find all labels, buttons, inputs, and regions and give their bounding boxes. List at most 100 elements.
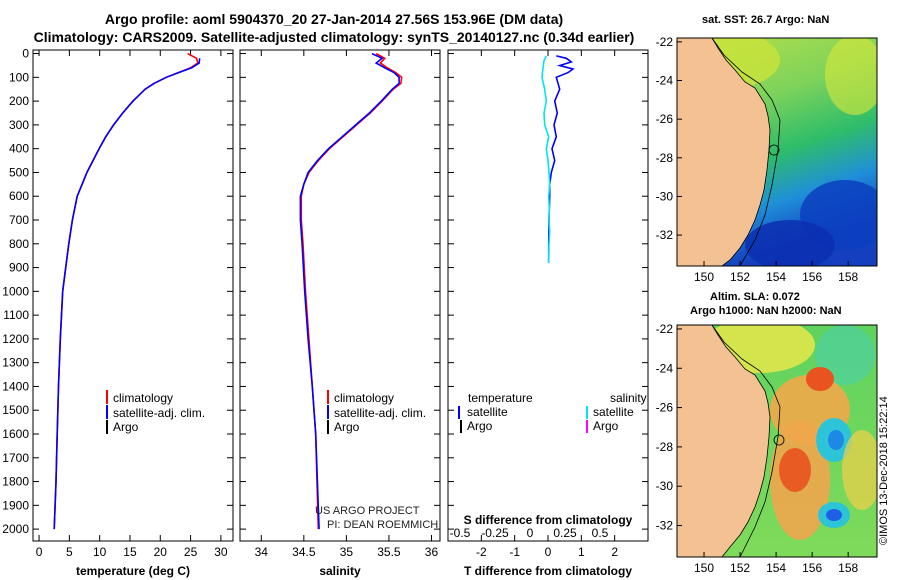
isobath-contour [711, 38, 781, 266]
map-y-tick-label: -30 [656, 189, 674, 203]
map-y-tick-label: -32 [656, 519, 674, 533]
map-x-tick-label: 158 [838, 561, 858, 575]
series-line-satellite-adj-clim- [299, 52, 400, 530]
x-tick-label: 34 [255, 545, 269, 559]
x-tick-label: -2 [476, 545, 487, 559]
map-y-tick-label: -32 [656, 228, 674, 242]
depth-y-ticks: 0 100 200 300 400 500 600 700 800 900 1000 1100 1200… [2, 47, 233, 536]
x-tick-label: 10 [93, 545, 107, 559]
y-tick-label: 1400 [2, 379, 29, 393]
x-tick-label: 25 [184, 545, 198, 559]
sla-map: 150 152 154 156 158 -22 -24 -26 -28 -30 -32 [656, 322, 878, 575]
y-tick-label: 200 [9, 94, 29, 108]
temperature-panel: 0 5 10 15 20 25 30 0 100 200 300 400 500 600 700 800 90… [2, 47, 234, 578]
difference-legend: temperature salinity satellite Argo sate… [458, 391, 647, 433]
x2-tick-label: -0.25 [481, 526, 509, 540]
legend-label-satellite: satellite-adj. clim. [334, 406, 426, 420]
title-line-1: Argo profile: aoml 5904370_20 27-Jan-201… [104, 11, 564, 27]
map-y-tick-label: -30 [656, 479, 674, 493]
map-y-tick-label: -26 [656, 401, 674, 415]
difference-axes-frame [447, 49, 649, 542]
map-x-tick-label: 152 [730, 561, 750, 575]
salinity-difference-ticks: -0.5 -0.25 0 0.25 0.5 [450, 526, 609, 540]
legend-header-temperature: temperature [468, 391, 533, 405]
y-tick-label: 1700 [2, 451, 29, 465]
x-tick-label: 15 [123, 545, 137, 559]
y-tick-label: 1200 [2, 332, 29, 346]
project-annotation: US ARGO PROJECT [315, 505, 420, 517]
temperature-x-label: temperature (deg C) [76, 564, 190, 578]
legend-label-argo: Argo [113, 420, 139, 434]
high-sla-patch [842, 430, 877, 510]
sla-map-ticks: 150 152 154 156 158 -22 -24 -26 -28 -30 -32 [656, 322, 859, 575]
salinity-axes-frame [239, 49, 441, 542]
imos-timestamp: ©IMOS 13-Dec-2018 15:22:14 [878, 396, 890, 545]
x-tick-label: 34.5 [292, 545, 316, 559]
y-tick-label: 900 [9, 261, 29, 275]
y-tick-label: 700 [9, 213, 29, 227]
y-tick-label: 1900 [2, 498, 29, 512]
y-tick-label: 600 [9, 189, 29, 203]
map-y-tick-label: -24 [656, 361, 674, 375]
x-tick-label: 20 [154, 545, 168, 559]
map-x-tick-label: 152 [730, 270, 750, 284]
y-tick-label: 1500 [2, 403, 29, 417]
temperature-x-ticks: 0 5 10 15 20 25 30 [36, 50, 228, 559]
series-line-temperature-satellite [547, 55, 575, 263]
isobath-contour [711, 325, 781, 557]
y-tick-label: 100 [9, 70, 29, 84]
map-y-tick-label: -24 [656, 74, 674, 88]
legend-label-satellite: satellite-adj. clim. [113, 406, 205, 420]
map-y-tick-label: -28 [656, 151, 674, 165]
x2-tick-label: 0.25 [553, 526, 577, 540]
salinity-y-ticks [240, 53, 440, 530]
map-y-tick-label: -22 [656, 35, 674, 49]
salinity-x-ticks: 34 34.5 35 35.5 36 [255, 50, 438, 559]
sst-map-frame [676, 37, 878, 267]
y-tick-label: 400 [9, 142, 29, 156]
legend-label-temp-argo: Argo [467, 419, 493, 433]
temperature-difference-label: T difference from climatology [464, 564, 632, 578]
salinity-panel: 34 34.5 35 35.5 36 climatology satellite-adj… [239, 49, 441, 578]
legend-label-argo: Argo [334, 420, 360, 434]
y-tick-label: 0 [22, 47, 29, 61]
map-x-tick-label: 150 [694, 270, 714, 284]
x-tick-label: 5 [66, 545, 73, 559]
map-x-tick-label: 156 [802, 270, 822, 284]
y-tick-label: 800 [9, 237, 29, 251]
australia-coast [677, 325, 771, 557]
sla-maximum [806, 367, 834, 391]
y-tick-label: 2000 [2, 522, 29, 536]
x2-tick-label: -0.5 [450, 526, 471, 540]
x-tick-label: -1 [509, 545, 520, 559]
salinity-x-label: salinity [319, 564, 361, 578]
x2-tick-label: 0 [527, 526, 534, 540]
sst-map-label: sat. SST: 26.7 Argo: NaN [702, 14, 830, 26]
title-line-2: Climatology: CARS2009. Satellite-adjuste… [33, 29, 635, 45]
temperature-profile-lines [53, 52, 201, 530]
australia-coast [677, 38, 771, 266]
difference-profile-lines [541, 55, 575, 263]
salinity-difference-label: S difference from climatology [464, 513, 633, 527]
difference-panel: -2 -1 0 1 2 -0.5 -0.25 0 0.25 0.5 temperature sa… [447, 49, 649, 578]
sla-map-frame [676, 324, 878, 558]
warm-patch [825, 38, 877, 115]
map-x-tick-label: 154 [766, 561, 786, 575]
x-tick-label: 35.5 [377, 545, 401, 559]
sla-minimum [826, 509, 842, 521]
map-x-tick-label: 156 [802, 561, 822, 575]
sla-maximum [779, 448, 811, 492]
series-line-salinity-satellite [541, 55, 551, 263]
x-tick-label: 2 [611, 545, 618, 559]
x-tick-label: 35 [340, 545, 354, 559]
pi-annotation: PI: DEAN ROEMMICH [327, 519, 438, 531]
x-tick-label: 30 [214, 545, 228, 559]
salinity-legend: climatology satellite-adj. clim. Argo [327, 390, 426, 434]
y-tick-label: 1100 [3, 308, 29, 322]
map-y-tick-label: -28 [656, 440, 674, 454]
sst-map: 150 152 154 156 158 -22 -24 -26 -28 -30 -32 [656, 35, 878, 284]
argo-location-marker [773, 434, 785, 446]
x2-tick-label: 0.5 [592, 526, 609, 540]
map-x-tick-label: 154 [766, 270, 786, 284]
